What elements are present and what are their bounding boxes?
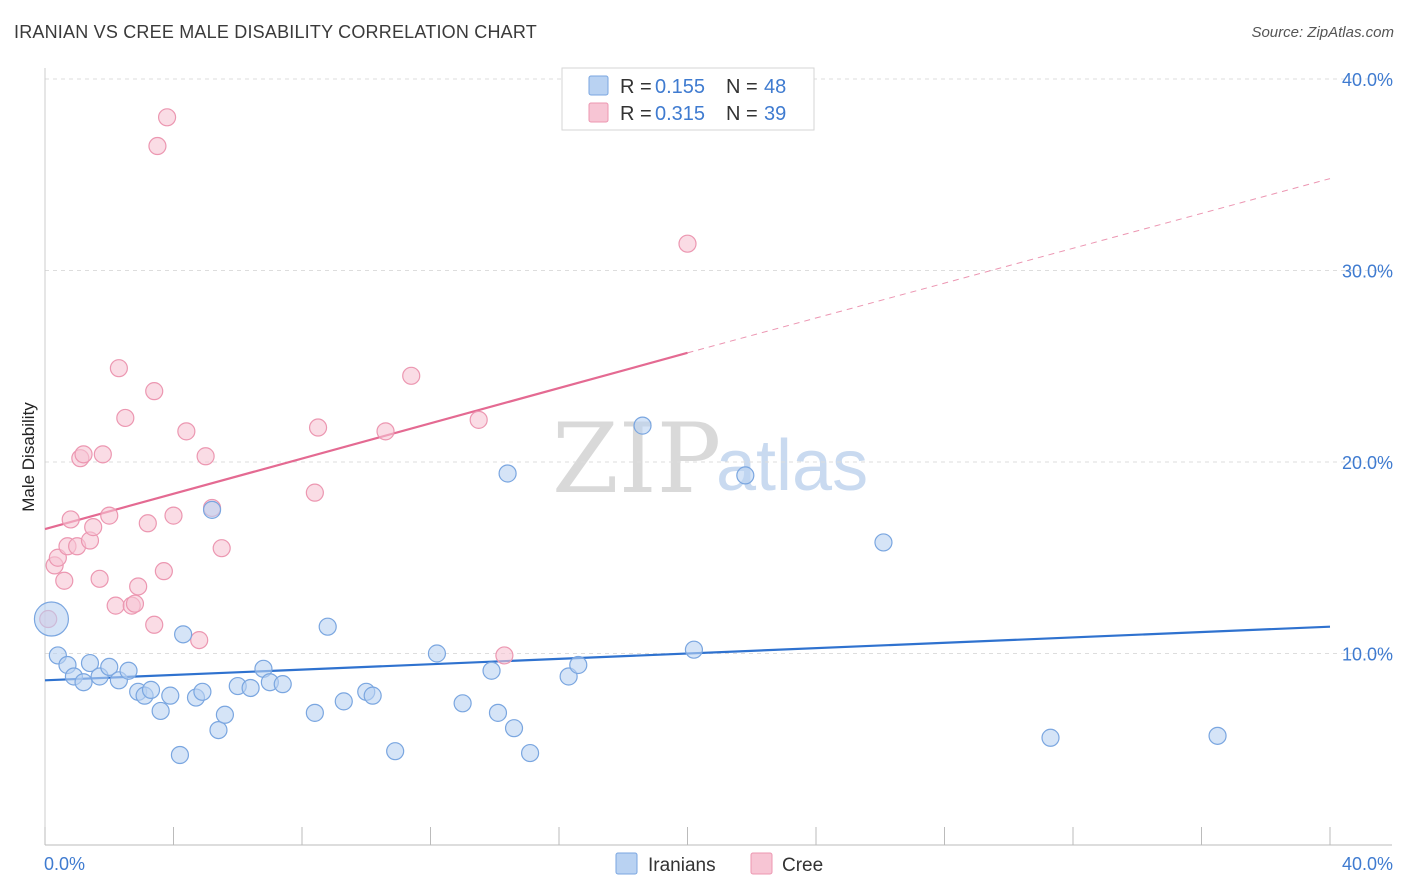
cree-trend-line (44, 351, 688, 531)
chart-title: IRANIAN VS CREE MALE DISABILITY CORRELAT… (14, 22, 537, 42)
iranians-point (209, 720, 228, 740)
cree-n-value: 39 (764, 103, 786, 125)
cree-r-label: R = (620, 103, 652, 125)
iranians-point (520, 743, 540, 763)
iranians-point (363, 686, 382, 705)
cree-point (212, 539, 231, 558)
y-tick-label: 30.0% (1342, 262, 1393, 282)
cree-point (145, 615, 164, 634)
cree-point (84, 518, 103, 537)
iranians-point (453, 694, 472, 713)
cree-point (196, 447, 215, 466)
cree-point (376, 422, 395, 441)
y-tick-label: 20.0% (1342, 453, 1393, 473)
iranians-point (202, 500, 222, 519)
cree-point (495, 646, 514, 665)
series-legend: Iranians Cree (615, 852, 823, 876)
iranians-point (874, 533, 893, 552)
cree-point (116, 408, 135, 428)
iranians-point (100, 657, 119, 677)
cree-point (55, 571, 74, 590)
iranians-point (334, 692, 353, 711)
iranians-point (633, 416, 652, 435)
iranians-r-label: R = (620, 76, 652, 98)
iranians-point (74, 673, 93, 692)
cree-point (138, 514, 157, 533)
cree-point (402, 366, 421, 385)
cree-point (93, 445, 112, 464)
iranians-point (141, 680, 161, 699)
iranians-n-label: N = (726, 76, 758, 98)
iranians-point (241, 678, 260, 698)
source-credit: Source: ZipAtlas.com (1251, 24, 1394, 41)
cree-swatch (588, 102, 609, 123)
cree-point (145, 382, 164, 401)
iranians-point (273, 675, 292, 694)
cree-point (305, 483, 324, 502)
cree-point (177, 422, 196, 441)
iranians-point (569, 655, 588, 675)
iranians-point (151, 701, 170, 721)
iranians-point (504, 719, 524, 738)
cree-point (90, 569, 109, 588)
cree-point (74, 445, 93, 464)
gridlines (45, 78, 1392, 654)
cree-point (190, 630, 209, 650)
iranians-r-value: 0.155 (655, 76, 705, 98)
cree-point (164, 506, 183, 525)
tick-labels: 10.0% 20.0% 30.0% 40.0% 0.0% 40.0% (44, 70, 1393, 874)
iranians-point (427, 644, 447, 663)
cree-trend-extension (687, 178, 1331, 354)
iranians-swatch (588, 75, 609, 96)
cree-point (129, 577, 148, 596)
cree-r-value: 0.315 (655, 103, 705, 125)
y-tick-label: 40.0% (1342, 70, 1393, 90)
iranians-point (684, 640, 704, 659)
iranians-point (161, 686, 180, 705)
y-axis-label: Male Disability (19, 402, 38, 512)
cree-point (157, 108, 177, 127)
legend-iranians-swatch[interactable] (615, 852, 638, 875)
legend-iranians-label[interactable]: Iranians (648, 855, 716, 876)
iranians-point (170, 745, 190, 765)
iranians-point (119, 661, 138, 680)
cree-point (109, 359, 128, 378)
watermark: ZIP atlas (552, 403, 868, 515)
iranians-point (305, 703, 324, 722)
iranians-point (736, 466, 755, 485)
iranians-point (1208, 726, 1227, 745)
iranians-point (33, 601, 70, 637)
iranians-point (488, 703, 508, 722)
iranians-point (498, 464, 517, 483)
iranians-point (174, 625, 193, 644)
legend-cree-swatch[interactable] (750, 852, 773, 875)
cree-n-label: N = (726, 103, 758, 125)
iranians-point (80, 653, 100, 673)
cree-point (106, 596, 125, 615)
iranians-point (215, 705, 234, 724)
cree-point (61, 510, 80, 529)
cree-point (469, 410, 488, 429)
cree-point (148, 136, 167, 156)
data-points (33, 108, 1227, 765)
legend-cree-label[interactable]: Cree (782, 855, 823, 876)
y-tick-label: 10.0% (1342, 645, 1393, 665)
axes (44, 68, 1392, 846)
x-tick-label-start: 0.0% (44, 854, 85, 874)
iranians-point (1041, 728, 1060, 747)
watermark-atlas: atlas (716, 426, 868, 506)
iranians-point (193, 682, 212, 701)
x-tick-label-end: 40.0% (1342, 854, 1393, 874)
stats-legend: R = 0.155 N = 48 R = 0.315 N = 39 (561, 67, 815, 131)
iranians-point (386, 742, 405, 761)
iranians-point (482, 661, 501, 680)
cree-point (100, 506, 119, 525)
iranians-point (318, 617, 337, 636)
cree-point (308, 418, 328, 437)
iranians-n-value: 48 (764, 76, 786, 98)
cree-point (154, 562, 173, 581)
cree-point (678, 234, 697, 253)
cree-point (125, 594, 145, 613)
